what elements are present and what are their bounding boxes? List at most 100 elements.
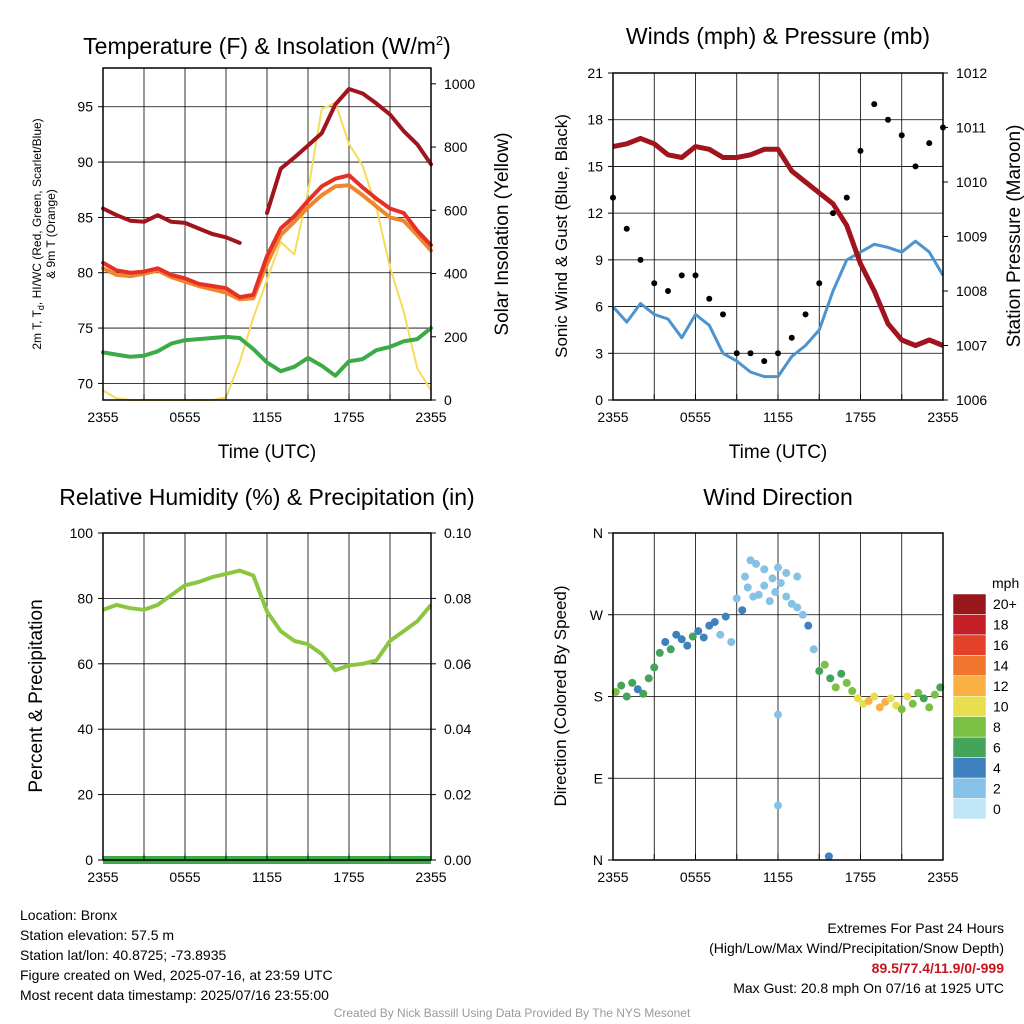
- direction-point: [782, 568, 791, 577]
- temperature-y2-tick-label: 1000: [444, 76, 475, 92]
- gust-point: [651, 280, 658, 287]
- gust-point: [802, 311, 809, 318]
- series-line-pressure: [612, 135, 944, 348]
- direction-point: [760, 581, 769, 590]
- temperature-x-tick-label: 1755: [333, 409, 364, 425]
- humidity-y2-tick-label: 0.06: [444, 656, 471, 672]
- direction-point: [930, 690, 939, 699]
- temperature-x-tick-label: 2355: [87, 409, 118, 425]
- humidity-y-tick-label: 100: [70, 525, 94, 541]
- temperature-y2-tick-label: 600: [444, 202, 468, 218]
- station-elevation: Station elevation: 57.5 m: [20, 927, 175, 943]
- series-line-2m-t: [101, 87, 433, 245]
- winds-y-tick-label: 6: [595, 299, 603, 315]
- gust-point: [816, 280, 823, 287]
- temperature-x-label: Time (UTC): [218, 442, 317, 463]
- gust-point: [692, 272, 699, 279]
- humidity-x-tick-label: 1155: [252, 869, 282, 885]
- temperature-y2-tick-label: 800: [444, 139, 468, 155]
- direction-y-tick-label: N: [593, 852, 603, 868]
- humidity-x-tick-label: 2355: [415, 869, 446, 885]
- temperature-y2-tick-label: 200: [444, 329, 468, 345]
- temperature-y2-tick-label: 400: [444, 266, 468, 282]
- humidity-y2-tick-label: 0.04: [444, 721, 471, 737]
- winds-y2-label: Station Pressure (Maroon): [1004, 125, 1024, 348]
- colorbar-title: mph: [992, 575, 1019, 591]
- gust-point: [747, 350, 754, 357]
- winds-x-tick-label: 2355: [927, 409, 958, 425]
- direction-point: [765, 597, 774, 606]
- humidity-grid: [103, 533, 431, 860]
- direction-point: [897, 705, 906, 714]
- winds-panel: Winds (mph) & Pressure (mb) 2355 0555 1155…: [552, 23, 1024, 463]
- direction-point: [782, 592, 791, 601]
- svg-text:& 9m T (Orange): & 9m T (Orange): [44, 189, 58, 279]
- gust-point: [830, 210, 836, 217]
- colorbar-swatch: [952, 593, 987, 615]
- humidity-x-tick-label: 2355: [87, 869, 118, 885]
- humidity-y2-tick-label: 0.02: [444, 787, 471, 803]
- extremes-subtitle: (High/Low/Max Wind/Precipitation/Snow De…: [709, 940, 1004, 956]
- direction-point: [699, 633, 708, 642]
- colorbar-label: 14: [993, 658, 1009, 674]
- colorbar-swatch: [952, 757, 987, 779]
- direction-title: Wind Direction: [703, 484, 853, 510]
- winds-y-tick-label: 9: [595, 252, 603, 268]
- winds-y-label: Sonic Wind & Gust (Blue, Black): [552, 114, 571, 358]
- direction-point: [710, 618, 719, 627]
- winds-y2-tick-label: 1011: [956, 120, 986, 136]
- gust-point: [665, 288, 671, 294]
- temperature-y-label: 2m T, Td, HI/WC (Red, Green, Scarlet/Blu…: [30, 118, 58, 349]
- humidity-panel: Relative Humidity (%) & Precipitation (i…: [26, 484, 475, 885]
- figure-created: Figure created on Wed, 2025-07-16, at 23…: [20, 967, 333, 983]
- station-latlon: Station lat/lon: 40.8725; -73.8935: [20, 947, 227, 963]
- gust-point: [775, 350, 781, 357]
- winds-y-tick-label: 21: [587, 65, 603, 81]
- direction-point: [870, 692, 879, 701]
- humidity-y-label: Percent & Precipitation: [26, 599, 47, 792]
- direction-point: [925, 703, 934, 712]
- direction-point: [774, 563, 782, 572]
- winds-grid: [613, 73, 943, 400]
- colorbar-swatch: [952, 696, 987, 717]
- direction-point: [815, 667, 824, 676]
- direction-panel: Wind Direction 2355 0555 1155 1755 2355NESWN…: [551, 484, 1019, 885]
- direction-point: [644, 674, 653, 683]
- colorbar-swatch: [952, 655, 987, 677]
- direction-point: [743, 583, 752, 592]
- extremes-title: Extremes For Past 24 Hours: [827, 920, 1004, 936]
- winds-x-tick-label: 1755: [845, 409, 876, 425]
- colorbar-swatch: [952, 736, 987, 758]
- direction-point: [672, 630, 681, 639]
- speed-colorbar: 20+ 18 16 14 12 10 8 6 4 2 0: [952, 593, 1017, 820]
- colorbar-label: 18: [993, 617, 1009, 633]
- direction-x-tick-label: 0555: [680, 869, 711, 885]
- humidity-y-tick-label: 60: [77, 656, 93, 672]
- temperature-y-tick-label: 75: [77, 320, 93, 336]
- gust-point: [912, 163, 919, 170]
- station-info: Location: Bronx Station elevation: 57.5 …: [20, 905, 333, 1005]
- gust-point: [857, 147, 864, 154]
- direction-grid: [613, 533, 943, 860]
- recent-data: Most recent data timestamp: 2025/07/16 2…: [20, 987, 329, 1003]
- direction-point: [848, 687, 857, 696]
- direction-point: [826, 674, 835, 683]
- humidity-x-tick-label: 0555: [169, 869, 200, 885]
- svg-text:2m T, Td, HI/WC (Red, Green, S: 2m T, Td, HI/WC (Red, Green, Scarlet/Blu…: [30, 118, 46, 349]
- temperature-x-tick-label: 0555: [169, 409, 200, 425]
- gust-point: [637, 256, 644, 263]
- direction-point: [903, 692, 912, 701]
- winds-x-tick-label: 2355: [597, 409, 628, 425]
- direction-point: [771, 588, 780, 597]
- winds-x-label: Time (UTC): [729, 442, 828, 463]
- direction-point: [837, 669, 846, 678]
- colorbar-label: 2: [993, 780, 1001, 796]
- temperature-panel: Temperature (F) & Insolation (W/m2) 2355…: [30, 33, 513, 463]
- gust-point: [926, 140, 933, 147]
- direction-point: [875, 703, 884, 712]
- direction-point: [655, 648, 664, 657]
- direction-point: [774, 801, 782, 810]
- colorbar-label: 10: [993, 699, 1009, 715]
- direction-point: [809, 645, 818, 654]
